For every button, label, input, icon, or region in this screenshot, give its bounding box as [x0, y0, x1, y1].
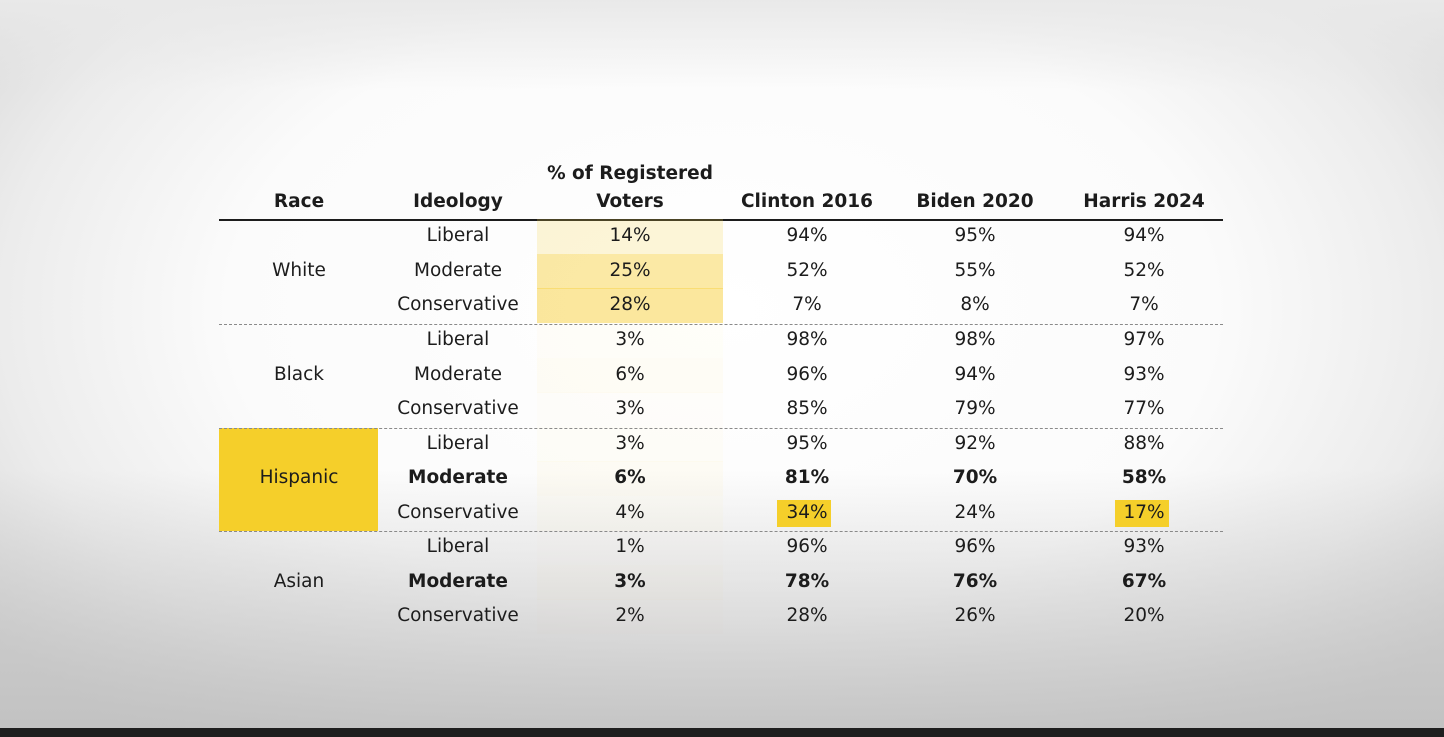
registered-cell: 6% [614, 467, 646, 488]
registered-cell: 3% [614, 571, 646, 592]
biden-cell: 79% [954, 398, 996, 419]
clinton-cell: 96% [786, 364, 828, 385]
biden-cell: 70% [952, 467, 998, 488]
ideology-label: Conservative [397, 294, 519, 315]
ideology-label: Conservative [397, 398, 519, 419]
header-clinton-2016: Clinton 2016 [740, 191, 874, 212]
registered-cell: 28% [609, 294, 651, 315]
heat-shade [537, 461, 723, 496]
registered-cell: 2% [615, 605, 645, 626]
clinton-cell: 78% [784, 571, 830, 592]
biden-cell: 98% [954, 329, 996, 350]
harris-cell: 94% [1123, 225, 1165, 246]
harris-cell: 67% [1121, 571, 1167, 592]
clinton-cell: 28% [786, 605, 828, 626]
race-label: Hispanic [259, 467, 339, 488]
harris-cell: 93% [1123, 536, 1165, 557]
registered-cell: 14% [609, 225, 651, 246]
header-race: Race [273, 191, 325, 212]
clinton-cell: 52% [786, 260, 828, 281]
clinton-cell: 81% [784, 467, 830, 488]
ideology-label: Moderate [414, 364, 502, 385]
biden-cell: 96% [954, 536, 996, 557]
biden-cell: 76% [952, 571, 998, 592]
biden-cell: 55% [954, 260, 996, 281]
header-registered-line1: % of Registered [547, 163, 713, 184]
group-separator [219, 428, 1223, 429]
clinton-cell: 85% [786, 398, 828, 419]
registered-cell: 3% [615, 398, 645, 419]
voter-ideology-table: Race Ideology % of Registered Voters Cli… [219, 0, 1223, 737]
heat-shade [537, 254, 723, 289]
heat-shade [537, 219, 723, 254]
ideology-label: Moderate [408, 467, 508, 488]
harris-cell: 77% [1123, 398, 1165, 419]
harris-cell: 58% [1121, 467, 1167, 488]
biden-cell: 26% [954, 605, 996, 626]
clinton-cell: 7% [792, 294, 822, 315]
heat-shade [537, 288, 723, 323]
clinton-cell: 94% [786, 225, 828, 246]
ideology-label: Conservative [397, 605, 519, 626]
race-label: White [272, 260, 326, 281]
header-ideology: Ideology [413, 191, 503, 212]
top-vignette [0, 0, 1444, 90]
race-label: Black [273, 364, 325, 385]
harris-cell: 88% [1123, 433, 1165, 454]
hispanic-highlight [219, 428, 378, 531]
registered-cell: 6% [615, 364, 645, 385]
clinton-cell: 34% [786, 502, 828, 523]
registered-cell: 3% [615, 433, 645, 454]
ideology-label: Liberal [426, 329, 490, 350]
clinton-cell: 98% [786, 329, 828, 350]
group-separator [219, 324, 1223, 325]
biden-cell: 24% [954, 502, 996, 523]
ideology-label: Liberal [426, 225, 490, 246]
header-biden-2020: Biden 2020 [916, 191, 1034, 212]
harris-cell: 17% [1123, 502, 1165, 523]
harris-cell: 20% [1123, 605, 1165, 626]
biden-cell: 94% [954, 364, 996, 385]
registered-cell: 4% [615, 502, 645, 523]
race-label: Asian [273, 571, 325, 592]
ideology-label: Conservative [397, 502, 519, 523]
header-rule [219, 219, 1223, 221]
clinton-cell: 96% [786, 536, 828, 557]
video-control-bar [0, 728, 1444, 737]
group-separator [219, 531, 1223, 532]
header-registered-line2: Voters [596, 191, 664, 212]
harris-17-highlight [1115, 500, 1169, 527]
clinton-cell: 95% [786, 433, 828, 454]
harris-cell: 97% [1123, 329, 1165, 350]
registered-cell: 1% [615, 536, 645, 557]
harris-cell: 7% [1129, 294, 1159, 315]
heat-shade [537, 358, 723, 393]
registered-cell: 3% [615, 329, 645, 350]
harris-cell: 93% [1123, 364, 1165, 385]
biden-cell: 8% [960, 294, 990, 315]
harris-cell: 52% [1123, 260, 1165, 281]
ideology-label: Liberal [426, 433, 490, 454]
biden-cell: 95% [954, 225, 996, 246]
ideology-label: Liberal [426, 536, 490, 557]
header-harris-2024: Harris 2024 [1083, 191, 1205, 212]
biden-cell: 92% [954, 433, 996, 454]
ideology-label: Moderate [414, 260, 502, 281]
registered-cell: 25% [609, 260, 651, 281]
clinton-34-highlight [777, 500, 831, 527]
ideology-label: Moderate [408, 571, 508, 592]
